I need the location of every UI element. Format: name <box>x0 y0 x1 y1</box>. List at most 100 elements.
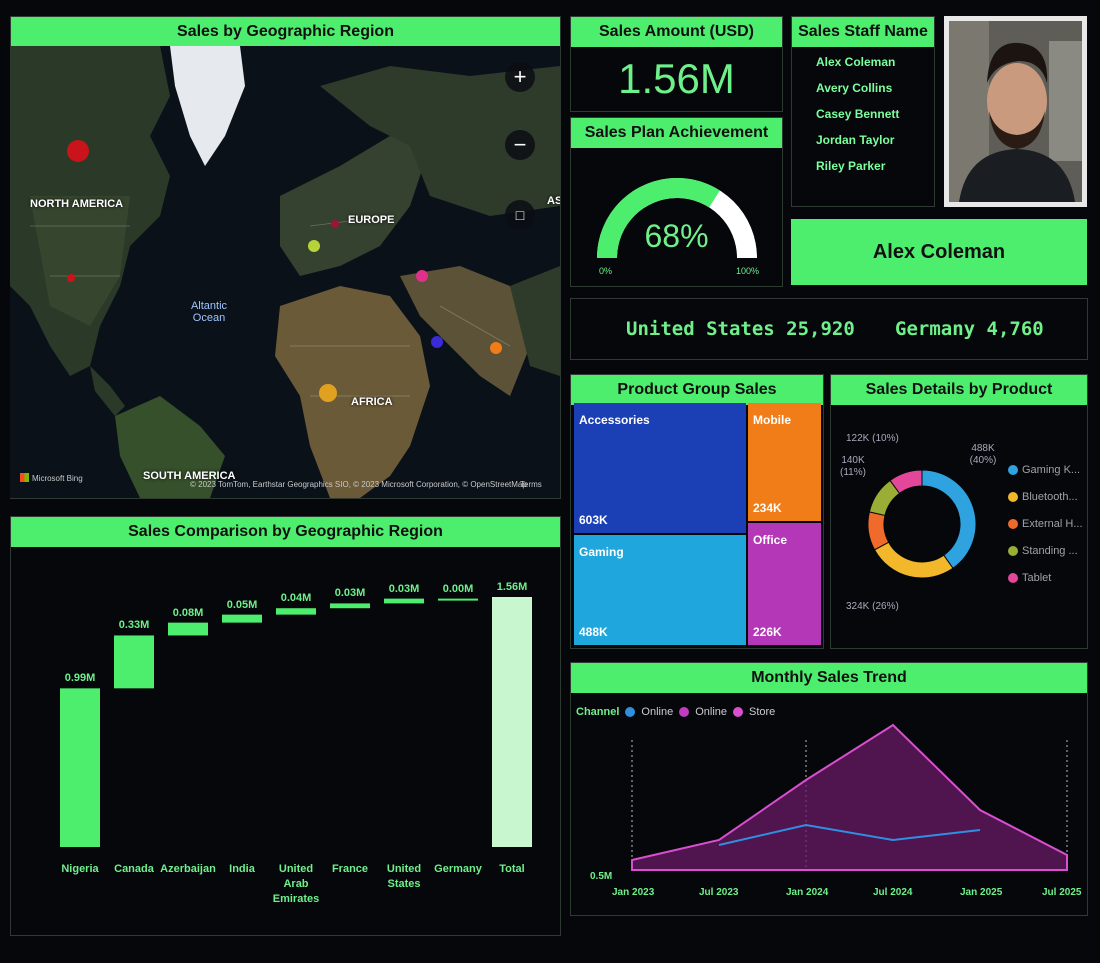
waterfall-category-label: Nigeria <box>61 863 99 875</box>
trend-legend-store[interactable]: Store <box>749 706 776 718</box>
legend-item[interactable]: Standing ... <box>1008 545 1078 557</box>
waterfall-data-label: 0.08M <box>172 606 204 619</box>
legend-swatch <box>1008 492 1018 502</box>
treemap-cell-accessories[interactable]: Accessories 603K <box>574 403 746 533</box>
staff-item[interactable]: Alex Coleman <box>816 55 896 69</box>
donut-slice[interactable] <box>867 511 890 551</box>
treemap-label: Mobile <box>753 413 791 427</box>
staff-item[interactable]: Jordan Taylor <box>816 133 895 147</box>
treemap-value: 226K <box>753 625 782 639</box>
sales-amount-title: Sales Amount (USD) <box>571 17 782 47</box>
plan-gauge <box>597 178 757 258</box>
treemap-cell-office[interactable]: Office 226K <box>748 523 821 645</box>
donut-label-tablet: 122K (10%) <box>846 433 899 444</box>
waterfall-bar[interactable] <box>60 688 100 847</box>
sales-plan-card: Sales Plan Achievement 68% 0% 100% <box>570 117 783 287</box>
plan-value: 68% <box>644 218 709 254</box>
legend-swatch <box>1008 519 1018 529</box>
waterfall-data-label: 0.04M <box>280 592 312 605</box>
zoom-out-button[interactable]: − <box>505 130 535 160</box>
waterfall-category-label: United States <box>386 863 422 890</box>
label-atlantic-ocean: Altantic Ocean <box>190 300 228 324</box>
staff-item[interactable]: Casey Bennett <box>816 107 900 121</box>
donut-label-external: 140K (11%) <box>840 455 866 478</box>
waterfall-chart[interactable] <box>14 550 554 930</box>
trend-legend-online[interactable]: Online <box>641 706 674 718</box>
staff-item[interactable]: Riley Parker <box>816 159 886 173</box>
trend-card: Monthly Sales Trend <box>570 662 1088 916</box>
trend-x-tick: Jan 2024 <box>786 887 829 898</box>
waterfall-bar[interactable] <box>384 598 424 604</box>
trend-x-tick: Jul 2024 <box>873 887 913 898</box>
waterfall-data-label: 0.03M <box>388 582 420 595</box>
legend-swatch <box>625 707 636 717</box>
staff-card: Sales Staff Name Alex Coleman Avery Coll… <box>791 16 935 207</box>
waterfall-bar[interactable] <box>276 608 316 615</box>
waterfall-data-label: 1.56M <box>496 581 528 593</box>
legend-label: Gaming K... <box>1022 464 1081 476</box>
waterfall-title: Sales Comparison by Geographic Region <box>11 517 560 547</box>
trend-legend-online-2[interactable]: Online <box>695 706 727 718</box>
waterfall-category-label: India <box>229 863 255 875</box>
map-terms-link[interactable]: Terms <box>520 480 542 489</box>
trend-x-tick: Jul 2025 <box>1042 887 1082 898</box>
trend-title: Monthly Sales Trend <box>571 663 1087 693</box>
trend-chart[interactable] <box>573 710 1085 910</box>
legend-swatch <box>1008 465 1018 475</box>
select-region-icon[interactable]: □ <box>505 200 535 230</box>
legend-label: Standing ... <box>1022 545 1078 557</box>
donut-slice[interactable] <box>889 469 923 495</box>
waterfall-category-label: Canada <box>114 863 154 875</box>
legend-swatch <box>1008 546 1018 556</box>
waterfall-data-label: 0.33M <box>118 619 150 632</box>
treemap-cell-gaming[interactable]: Gaming 488K <box>574 535 746 645</box>
treemap-value: 603K <box>579 513 608 527</box>
label-north-america: NORTH AMERICA <box>30 198 124 210</box>
bing-logo-icon <box>20 473 29 482</box>
waterfall-card: Sales Comparison by Geographic Region <box>10 516 561 936</box>
waterfall-bar[interactable] <box>222 614 262 623</box>
trend-legend-title: Channel <box>576 706 620 718</box>
treemap-value: 488K <box>579 625 608 639</box>
legend-swatch <box>1008 573 1018 583</box>
waterfall-data-label: 0.00M <box>442 582 474 595</box>
country-left: United States 25,920 <box>626 318 855 340</box>
treemap-value: 234K <box>753 501 782 515</box>
bing-label: Microsoft Bing <box>32 474 83 483</box>
waterfall-bar[interactable] <box>168 622 208 636</box>
trend-x-tick: Jul 2023 <box>699 887 739 898</box>
treemap-label: Office <box>753 533 788 547</box>
legend-swatch <box>679 707 690 717</box>
product-details-title: Sales Details by Product <box>831 375 1087 405</box>
waterfall-bar[interactable] <box>114 635 154 689</box>
legend-item[interactable]: Bluetooth... <box>1008 491 1078 503</box>
trend-series-online[interactable] <box>718 823 981 846</box>
plan-max: 100% <box>736 266 760 276</box>
product-group-title: Product Group Sales <box>571 375 823 405</box>
staff-item[interactable]: Avery Collins <box>816 81 893 95</box>
waterfall-bar[interactable] <box>438 598 478 601</box>
trend-legend: Channel Online Online Store <box>576 706 775 718</box>
treemap-cell-mobile[interactable]: Mobile 234K <box>748 403 821 521</box>
waterfall-category-label: United Arab Emirates <box>272 863 320 905</box>
waterfall-data-label: 0.05M <box>226 598 258 611</box>
trend-x-tick: Jan 2023 <box>612 887 655 898</box>
waterfall-bar[interactable] <box>492 597 532 847</box>
legend-item[interactable]: Tablet <box>1008 572 1051 584</box>
product-donut-chart[interactable] <box>862 444 982 604</box>
trend-series-store[interactable] <box>631 723 1068 871</box>
donut-slice[interactable] <box>873 541 954 579</box>
waterfall-data-label: 0.03M <box>334 587 366 600</box>
label-asia: AS <box>547 195 560 207</box>
label-south-america: SOUTH AMERICA <box>143 470 236 482</box>
world-map[interactable]: NORTH AMERICA EUROPE AFRICA SOUTH AMERIC… <box>10 46 560 498</box>
trend-x-tick: Jan 2025 <box>960 887 1003 898</box>
zoom-in-button[interactable]: + <box>505 62 535 92</box>
top-countries-card: United States 25,920 Germany 4,760 <box>570 298 1088 360</box>
legend-item[interactable]: Gaming K... <box>1008 464 1080 476</box>
waterfall-data-label: 0.99M <box>64 672 96 685</box>
legend-item[interactable]: External H... <box>1008 518 1083 530</box>
waterfall-category-label: Total <box>499 863 525 875</box>
donut-slice[interactable] <box>921 469 977 569</box>
waterfall-bar[interactable] <box>330 603 370 609</box>
